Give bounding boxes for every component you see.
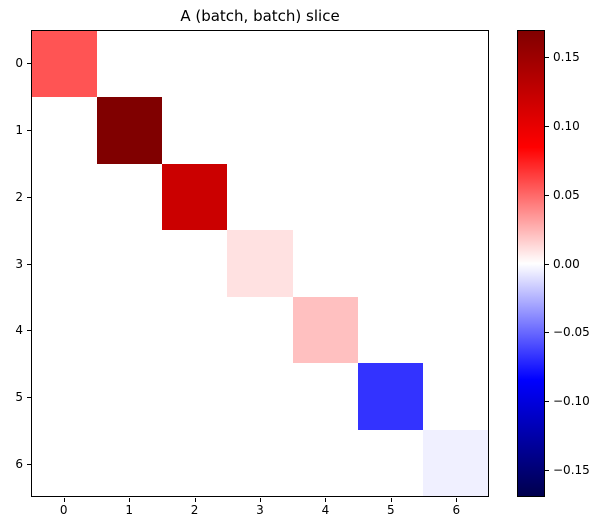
heatmap-cell <box>357 163 423 231</box>
colorbar-tick-label: 0.00 <box>553 256 580 271</box>
heatmap-cell <box>357 429 423 496</box>
heatmap-cell <box>227 97 293 164</box>
heatmap-cell <box>357 97 423 164</box>
heatmap-cell <box>292 363 358 430</box>
x-axis-tick-labels: 0 1 2 3 4 5 6 <box>31 503 489 519</box>
heatmap-cell <box>162 296 228 364</box>
heatmap-cell <box>422 97 488 164</box>
y-tick-label: 5 <box>15 389 23 404</box>
heatmap-cell <box>227 163 293 231</box>
heatmap-cell <box>32 31 98 98</box>
heatmap-cell <box>227 230 293 297</box>
heatmap-cell <box>97 296 163 364</box>
heatmap-cell <box>292 97 358 164</box>
heatmap-cell <box>422 296 488 364</box>
heatmap-cell <box>32 163 98 231</box>
heatmap-cell <box>97 163 163 231</box>
colorbar-tick-labels: 0.15 0.10 0.05 0.00 −0.05 −0.10 −0.15 <box>553 0 606 528</box>
heatmap-cell <box>97 230 163 297</box>
y-tick-label: 6 <box>15 456 23 471</box>
colorbar-tick-label: −0.10 <box>553 393 590 408</box>
heatmap-cell <box>292 429 358 496</box>
y-tick-label: 4 <box>15 323 23 338</box>
x-tick-label: 6 <box>452 503 461 517</box>
heatmap-cell <box>97 429 163 496</box>
heatmap-cell <box>162 429 228 496</box>
y-tick-label: 2 <box>15 189 23 204</box>
heatmap-cell <box>357 363 423 430</box>
tick-mark <box>27 63 31 64</box>
heatmap-cell <box>292 163 358 231</box>
heatmap-cell <box>162 230 228 297</box>
y-tick-label: 3 <box>15 256 23 271</box>
tick-mark <box>260 498 261 502</box>
x-tick-label: 2 <box>190 503 199 517</box>
x-tick-label: 3 <box>256 503 264 517</box>
heatmap-cell <box>357 31 423 98</box>
heatmap-cell <box>227 31 293 98</box>
tick-mark <box>545 401 549 402</box>
heatmap-cell <box>162 363 228 430</box>
tick-mark <box>456 498 457 502</box>
tick-mark <box>545 195 549 196</box>
tick-mark <box>129 498 130 502</box>
heatmap-cell <box>292 296 358 364</box>
heatmap-cell <box>292 230 358 297</box>
heatmap-cell <box>422 230 488 297</box>
tick-mark <box>27 264 31 265</box>
tick-mark <box>64 498 65 502</box>
tick-mark <box>27 197 31 198</box>
heatmap-cell <box>422 31 488 98</box>
x-tick-label: 0 <box>59 503 68 517</box>
tick-mark <box>27 130 31 131</box>
y-axis-tick-labels: 0 1 2 3 4 5 6 <box>0 30 23 497</box>
tick-mark <box>27 330 31 331</box>
heatmap-cell <box>97 31 163 98</box>
tick-mark <box>545 264 549 265</box>
heatmap-cell <box>227 296 293 364</box>
tick-mark <box>545 57 549 58</box>
heatmap-cell <box>357 296 423 364</box>
heatmap-cell <box>97 363 163 430</box>
heatmap-cell <box>32 296 98 364</box>
heatmap-cell <box>422 429 488 496</box>
tick-mark <box>391 498 392 502</box>
tick-mark <box>545 126 549 127</box>
y-tick-label: 0 <box>15 56 23 71</box>
heatmap-cell <box>422 363 488 430</box>
x-tick-label: 4 <box>321 503 330 517</box>
heatmap-cell <box>292 31 358 98</box>
tick-mark <box>27 397 31 398</box>
colorbar-tick-label: 0.05 <box>553 187 580 202</box>
heatmap-cell <box>162 163 228 231</box>
colorbar <box>517 30 545 497</box>
heatmap-cell <box>227 429 293 496</box>
heatmap-cell <box>32 363 98 430</box>
tick-mark <box>27 464 31 465</box>
tick-mark <box>545 332 549 333</box>
y-tick-label: 1 <box>15 123 23 138</box>
colorbar-tick-label: 0.15 <box>553 50 580 65</box>
colorbar-tick-label: −0.05 <box>553 325 590 340</box>
colorbar-tick-label: −0.15 <box>553 462 590 477</box>
heatmap-plot-area <box>31 30 489 497</box>
heatmap-cell <box>357 230 423 297</box>
tick-mark <box>195 498 196 502</box>
heatmap-cell <box>32 429 98 496</box>
heatmap-cell <box>162 31 228 98</box>
heatmap-cell <box>422 163 488 231</box>
heatmap-cell <box>162 97 228 164</box>
colorbar-tick-label: 0.10 <box>553 119 580 134</box>
heatmap-cell <box>32 230 98 297</box>
heatmap-cell <box>227 363 293 430</box>
plot-title: A (batch, batch) slice <box>180 7 340 25</box>
tick-mark <box>545 470 549 471</box>
tick-mark <box>325 498 326 502</box>
x-tick-label: 5 <box>387 503 395 517</box>
heatmap-cell <box>32 97 98 164</box>
heatmap-cell <box>97 97 163 164</box>
x-tick-label: 1 <box>125 503 133 517</box>
